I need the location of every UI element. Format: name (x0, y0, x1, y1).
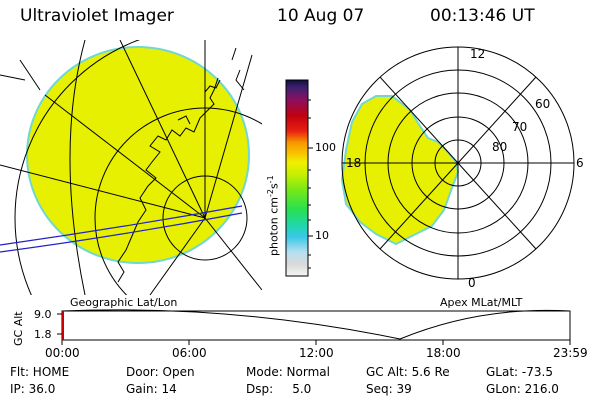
mlt-label-6: 6 (576, 156, 584, 170)
x-tick-1800: 18:00 (426, 346, 461, 360)
colorbar-unit-exp1: -2 (266, 189, 275, 198)
lat-lon-grid (0, 40, 262, 295)
lat-label-70: 70 (512, 120, 528, 134)
status-seq: Seq: 39 (366, 382, 412, 396)
image-date: 10 Aug 07 (277, 6, 365, 26)
x-tick-0600: 06:00 (172, 346, 207, 360)
altitude-ylabel: GC Alt (12, 311, 25, 346)
instrument-title: Ultraviolet Imager (20, 6, 174, 26)
mlt-label-18: 18 (346, 156, 362, 170)
x-tick-1200: 12:00 (299, 346, 334, 360)
colorbar-unit-exp2: -1 (266, 175, 275, 184)
status-glon: GLon: 216.0 (486, 382, 559, 396)
mlt-label-12: 12 (470, 47, 486, 61)
emission-disk (26, 46, 250, 264)
altitude-curve (61, 309, 571, 340)
colorbar-unit-text: photon cm (267, 197, 281, 256)
orbit-track (0, 205, 243, 253)
mlt-label-0: 0 (468, 276, 476, 290)
status-dsp: Dsp: 5.0 (246, 382, 312, 396)
status-ip: IP: 36.0 (10, 382, 56, 396)
lat-label-60: 60 (535, 97, 551, 111)
status-gc-alt: GC Alt: 5.6 Re (366, 365, 450, 379)
colorbar-tick-10: 10 (315, 229, 329, 242)
lat-label-80: 80 (492, 140, 508, 154)
altitude-plot (57, 309, 571, 345)
image-time: 00:13:46 UT (430, 6, 535, 26)
polar-panel (340, 46, 575, 280)
status-door: Door: Open (126, 365, 195, 379)
colorbar-tick-100: 100 (315, 141, 336, 154)
status-mode: Mode: Normal (246, 365, 330, 379)
color-bar (285, 79, 313, 277)
status-glat: GLat: -73.5 (486, 365, 553, 379)
geographic-label: Geographic Lat/Lon (70, 296, 178, 309)
polar-grid (341, 46, 575, 280)
altitude-ytick-top: 9.0 (34, 308, 52, 321)
altitude-ytick-bottom: 1.8 (34, 328, 52, 341)
x-tick-0000: 00:00 (45, 346, 80, 360)
apex-label: Apex MLat/MLT (440, 296, 523, 309)
status-gain: Gain: 14 (126, 382, 177, 396)
geographic-panel (0, 40, 262, 295)
coastline (117, 47, 245, 283)
colorbar-unit: photon cm-2s-1 (266, 175, 281, 256)
auroral-emission (340, 95, 460, 246)
status-flt: Flt: HOME (10, 365, 70, 379)
colorbar-unit-s: s (267, 183, 281, 190)
x-tick-2359: 23:59 (553, 346, 588, 360)
